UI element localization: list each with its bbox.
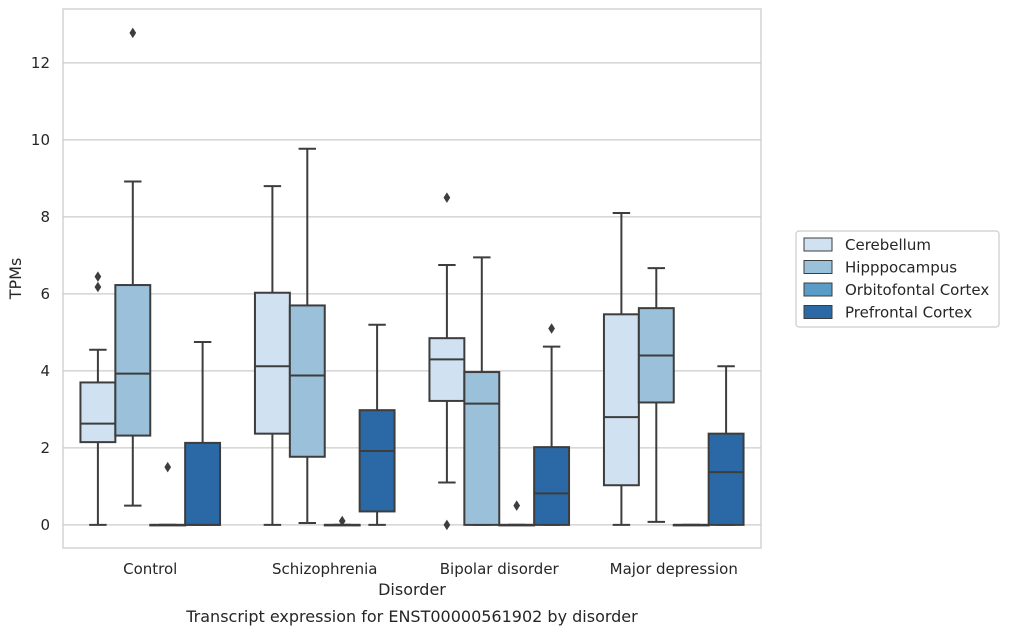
box-iqr [463,371,501,526]
y-axis-label: TPMs [6,258,25,301]
legend-label: Orbitofontal Cortex [845,281,989,299]
box-iqr [79,381,117,444]
outlier-point [129,27,137,39]
x-tick-labels: Control Schizophrenia Bipolar disorder Majo… [123,560,738,578]
legend-label: Cerebellum [845,236,931,254]
x-tick-label: Control [123,560,177,578]
legend-swatch [803,305,833,319]
outlier-point [443,192,451,203]
box-orbitofontal-cortex-0 [149,461,187,527]
legend-frame [795,230,1000,328]
box-iqr [253,291,291,435]
box-iqr [602,313,640,487]
box-orbitofontal-cortex-2 [498,500,536,527]
box-iqr [533,446,571,526]
gridlines [63,62,761,526]
box-hipppocampus-1 [288,147,326,524]
box-hipppocampus-0 [114,27,152,507]
x-axis-label: Disorder [378,580,446,599]
box-prefrontal-cortex-0 [184,341,222,526]
outlier-point [338,515,346,527]
box-cerebellum-2 [428,192,466,531]
outlier-point [164,461,172,473]
legend-swatch [803,282,833,297]
box-orbitofontal-cortex-1 [323,515,361,527]
legend-swatch [803,260,833,274]
box-prefrontal-cortex-3 [707,365,745,526]
y-tick-labels: 0 2 4 6 8 10 12 [31,54,50,534]
box-prefrontal-cortex-1 [358,323,396,526]
legend-swatch [803,237,833,252]
box-iqr [358,409,396,513]
box-iqr [428,337,466,402]
y-tick-label: 2 [40,439,50,457]
box-cerebellum-3 [602,212,640,526]
y-tick-label: 10 [31,131,50,149]
x-tick-label: Bipolar disorder [440,560,560,578]
box-hipppocampus-3 [637,267,675,523]
box-cerebellum-0 [79,271,117,526]
y-tick-label: 4 [40,362,50,380]
box-iqr [184,441,222,526]
outlier-point [443,519,451,531]
y-tick-label: 8 [40,208,50,226]
y-tick-label: 0 [40,516,50,534]
box-iqr [707,432,745,526]
plot-frame [62,8,762,549]
legend-label: Prefrontal Cortex [845,304,972,322]
box-prefrontal-cortex-2 [533,323,571,526]
x-tick-label: Schizophrenia [272,560,377,578]
chart-caption: Transcript expression for ENST0000056190… [185,607,638,626]
y-tick-label: 12 [31,54,50,72]
outlier-point [513,500,521,511]
box-cerebellum-1 [253,185,291,526]
y-tick-label: 6 [40,285,50,303]
box-orbitofontal-cortex-3 [672,523,710,527]
outlier-point [94,281,102,293]
outlier-point [94,271,102,282]
box-iqr [288,304,326,458]
box-plot-marks [79,27,745,531]
box-iqr [114,284,152,437]
outlier-point [548,323,555,334]
legend: Cerebellum Hipppocampus Orbitofontal Corte… [795,230,1000,328]
legend-label: Hipppocampus [845,259,957,277]
x-tick-label: Major depression [610,560,738,578]
box-hipppocampus-2 [463,256,501,526]
